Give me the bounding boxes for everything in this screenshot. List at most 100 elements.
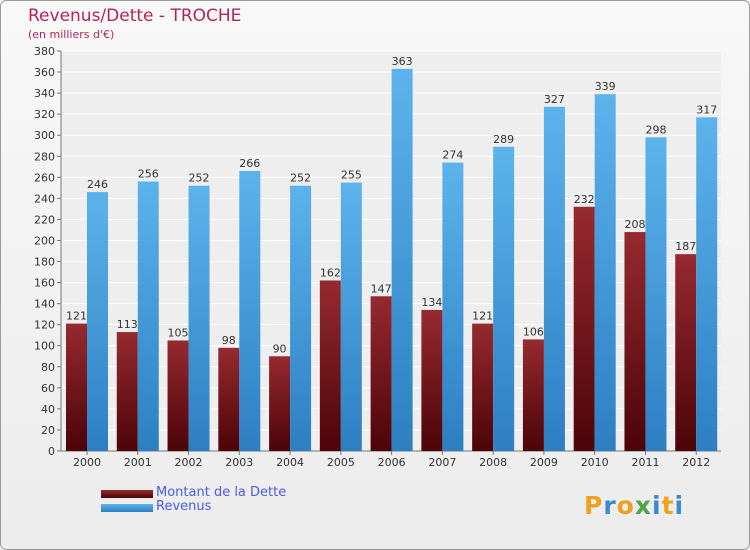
bar-dette [269, 356, 291, 451]
x-tick-label: 2008 [479, 456, 507, 469]
y-tick-label: 0 [48, 445, 55, 458]
y-tick-label: 160 [34, 277, 55, 290]
data-label-revenus: 256 [138, 168, 159, 181]
data-label-dette: 232 [574, 193, 595, 206]
x-tick-label: 2004 [276, 456, 304, 469]
y-tick-label: 60 [41, 382, 55, 395]
x-tick-label: 2006 [378, 456, 406, 469]
data-label-dette: 105 [168, 326, 189, 339]
data-label-dette: 121 [472, 310, 493, 323]
logo-letter: x [634, 491, 652, 520]
logo-letter: i [652, 491, 662, 520]
data-label-revenus: 266 [239, 157, 260, 170]
bar-dette [66, 323, 87, 451]
x-tick-label: 2010 [581, 456, 609, 469]
y-tick-label: 380 [34, 45, 55, 58]
x-tick-label: 2003 [225, 456, 253, 469]
data-label-revenus: 363 [392, 55, 413, 68]
y-tick-label: 200 [34, 234, 55, 247]
legend-swatch-dette [101, 490, 153, 498]
bar-revenus [645, 137, 667, 451]
legend-label-revenus: Revenus [156, 499, 212, 514]
bar-revenus [239, 171, 261, 451]
data-label-revenus: 252 [189, 172, 210, 185]
bar-revenus [696, 117, 718, 451]
y-tick-label: 360 [34, 66, 55, 79]
bar-revenus [493, 146, 515, 451]
data-label-revenus: 317 [696, 103, 717, 116]
logo-letter: i [674, 491, 685, 520]
y-tick-label: 240 [34, 192, 55, 205]
bar-dette [675, 254, 697, 451]
data-label-dette: 90 [273, 342, 287, 355]
x-tick-label: 2002 [175, 456, 203, 469]
legend-label-dette: Montant de la Dette [156, 485, 287, 500]
data-label-dette: 187 [675, 240, 696, 253]
y-tick-label: 120 [34, 319, 55, 332]
x-tick-label: 2012 [682, 456, 710, 469]
bar-dette [522, 339, 544, 451]
logo-letter: r [603, 491, 617, 520]
y-tick-label: 140 [34, 298, 55, 311]
chart-title: Revenus/Dette - TROCHE [28, 6, 242, 26]
bar-dette [167, 340, 189, 451]
y-tick-label: 340 [34, 87, 55, 100]
data-label-revenus: 327 [544, 93, 565, 106]
data-label-dette: 147 [371, 282, 392, 295]
bar-dette [472, 323, 494, 451]
proxiti-logo: Proxiti [584, 491, 684, 520]
data-label-dette: 106 [523, 325, 544, 338]
bar-dette [319, 280, 341, 451]
bar-revenus [87, 192, 108, 452]
data-label-revenus: 255 [341, 169, 362, 182]
bar-dette [624, 232, 646, 451]
bar-dette [218, 347, 240, 451]
bar-dette [421, 309, 443, 451]
data-label-dette: 121 [66, 310, 87, 323]
bar-revenus [290, 185, 312, 451]
bar-dette [370, 296, 392, 451]
x-tick-label: 2011 [631, 456, 659, 469]
chart-subtitle: (en milliers d'€) [28, 28, 115, 41]
y-tick-label: 20 [41, 424, 55, 437]
logo-letter: o [616, 491, 635, 520]
y-tick-label: 320 [34, 108, 55, 121]
x-tick-label: 2001 [124, 456, 152, 469]
data-label-dette: 208 [624, 218, 645, 231]
data-label-dette: 162 [320, 266, 341, 279]
x-tick-label: 2005 [327, 456, 355, 469]
logo-letter: t [661, 491, 675, 520]
data-label-dette: 113 [117, 318, 138, 331]
y-tick-label: 260 [34, 171, 55, 184]
data-label-revenus: 274 [442, 149, 463, 162]
y-tick-label: 300 [34, 129, 55, 142]
y-tick-label: 80 [41, 361, 55, 374]
x-tick-label: 2007 [428, 456, 456, 469]
y-tick-label: 40 [41, 403, 55, 416]
data-label-dette: 98 [222, 334, 236, 347]
legend-swatch-revenus [101, 504, 153, 512]
bar-revenus [543, 106, 565, 451]
bar-revenus [594, 94, 616, 451]
data-label-dette: 134 [421, 296, 442, 309]
x-tick-label: 2009 [530, 456, 558, 469]
y-tick-label: 280 [34, 150, 55, 163]
y-tick-label: 220 [34, 213, 55, 226]
data-label-revenus: 246 [87, 178, 108, 191]
bar-dette [116, 332, 138, 451]
bar-dette [573, 206, 595, 451]
data-label-revenus: 298 [645, 123, 666, 136]
bar-revenus [137, 181, 159, 452]
y-tick-label: 100 [34, 340, 55, 353]
data-label-revenus: 252 [290, 172, 311, 185]
x-tick-label: 2000 [73, 456, 101, 469]
bar-revenus [442, 162, 464, 451]
y-tick-label: 180 [34, 256, 55, 269]
bar-revenus [340, 182, 362, 451]
logo-letter: P [584, 491, 604, 520]
data-label-revenus: 289 [493, 133, 514, 146]
bar-revenus [391, 68, 413, 451]
data-label-revenus: 339 [595, 80, 616, 93]
